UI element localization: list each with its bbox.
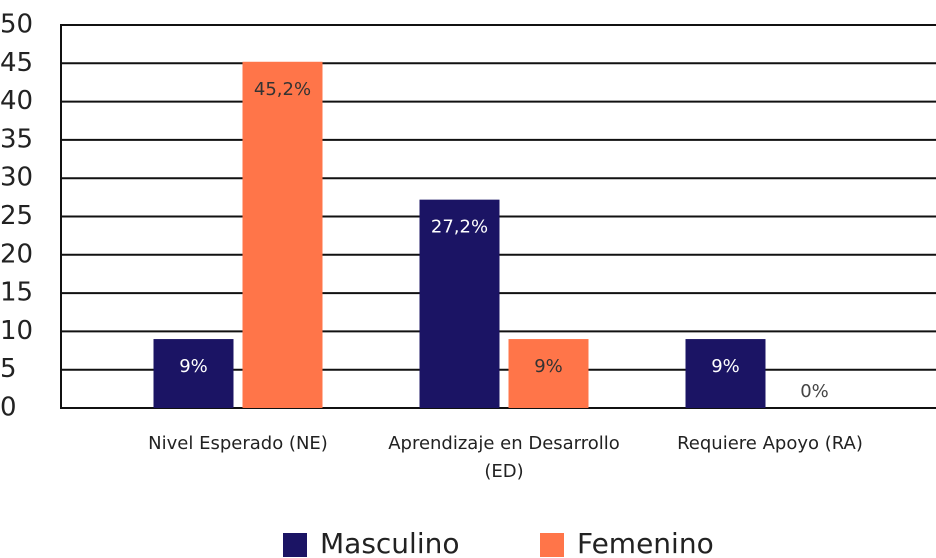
y-tick-label: 50 [0,10,33,40]
y-tick-label: 5 [0,354,17,384]
legend-swatch [540,533,564,557]
y-tick-label: 20 [0,239,33,269]
legend-label: Masculino [320,527,459,558]
data-label: 27,2% [431,217,488,238]
bar [508,339,589,408]
y-tick-label: 45 [0,48,33,78]
y-tick-label: 35 [0,124,33,154]
y-tick-label: 40 [0,86,33,116]
data-label: 9% [534,356,563,377]
y-tick-label: 30 [0,163,33,193]
y-tick-label: 10 [0,316,33,346]
x-tick-label: Requiere Apoyo (RA) [677,433,863,454]
data-label: 0% [800,381,829,402]
data-label: 9% [179,356,208,377]
y-tick-label: 0 [0,393,17,423]
bar [685,339,766,408]
legend-swatch [283,533,307,557]
x-tick-label: Aprendizaje en Desarrollo (ED) [388,433,620,482]
legend-label: Femenino [577,527,714,558]
bar [419,199,500,408]
data-label: 9% [711,356,740,377]
bar [242,61,323,408]
data-label: 45,2% [254,79,311,100]
bar [153,339,234,408]
y-tick-label: 15 [0,278,33,308]
x-tick-label: Nivel Esperado (NE) [148,433,328,454]
y-tick-label: 25 [0,201,33,231]
